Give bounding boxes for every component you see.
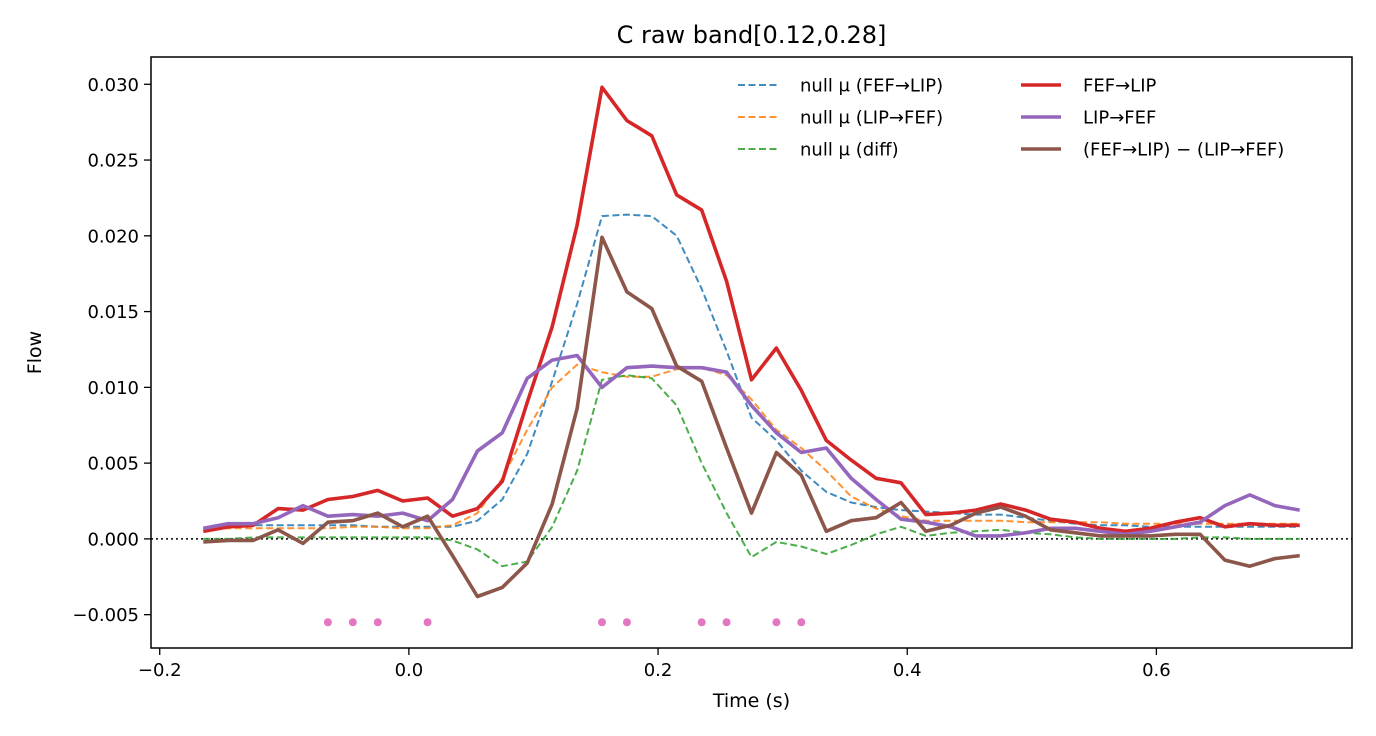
y-tick-label: −0.005 bbox=[72, 605, 139, 626]
plot-area bbox=[151, 85, 1352, 627]
x-axis-label: Time (s) bbox=[712, 690, 790, 712]
legend-label-1: null μ (LIP→FEF) bbox=[800, 108, 943, 129]
significance-marker bbox=[323, 618, 332, 627]
y-tick-label: 0.025 bbox=[87, 151, 139, 172]
plot-frame bbox=[150, 56, 1353, 649]
significance-marker bbox=[722, 618, 731, 627]
y-tick-label: 0.000 bbox=[87, 529, 139, 550]
legend: null μ (FEF→LIP) null μ (LIP→FEF) null μ (… bbox=[738, 76, 1284, 161]
y-axis: −0.005 0.000 0.005 0.010 0.015 0.020 0.025 0.03… bbox=[72, 75, 151, 626]
x-tick-label: 0.4 bbox=[893, 660, 922, 681]
series-line-4 bbox=[202, 353, 1301, 538]
significance-marker bbox=[772, 618, 781, 627]
series-line-5 bbox=[203, 235, 1300, 599]
series-line-0 bbox=[203, 213, 1300, 530]
x-tick-label: 0.6 bbox=[1142, 660, 1171, 681]
y-tick-label: 0.015 bbox=[87, 302, 139, 323]
y-tick-label: 0.010 bbox=[87, 378, 139, 399]
y-axis-label: Flow bbox=[24, 331, 46, 374]
chart-title: C raw band[0.12,0.28] bbox=[617, 21, 887, 49]
x-tick-label: −0.2 bbox=[138, 660, 182, 681]
significance-marker bbox=[423, 618, 432, 627]
legend-label-3: FEF→LIP bbox=[1083, 76, 1156, 97]
legend-label-0: null μ (FEF→LIP) bbox=[800, 76, 943, 97]
significance-marker bbox=[373, 618, 382, 627]
significance-marker bbox=[797, 618, 806, 627]
series-line-2 bbox=[203, 374, 1300, 568]
significance-marker bbox=[697, 618, 706, 627]
significance-marker bbox=[348, 618, 357, 627]
y-tick-label: 0.020 bbox=[87, 226, 139, 247]
y-tick-label: 0.030 bbox=[87, 75, 139, 96]
y-tick-label: 0.005 bbox=[87, 454, 139, 475]
significance-marker bbox=[622, 618, 631, 627]
legend-label-4: LIP→FEF bbox=[1083, 108, 1156, 129]
x-tick-label: 0.2 bbox=[644, 660, 673, 681]
series-line-1 bbox=[203, 363, 1300, 531]
legend-label-2: null μ (diff) bbox=[800, 140, 899, 161]
x-tick-label: 0.0 bbox=[395, 660, 424, 681]
series-line-3 bbox=[202, 85, 1300, 534]
x-axis: −0.2 0.0 0.2 0.4 0.6 bbox=[138, 648, 1171, 681]
significance-marker bbox=[597, 618, 606, 627]
legend-label-5: (FEF→LIP) − (LIP→FEF) bbox=[1083, 140, 1284, 161]
